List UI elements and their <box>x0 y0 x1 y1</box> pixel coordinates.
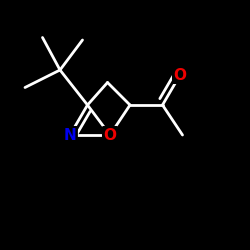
Text: O: O <box>174 68 186 82</box>
Text: N: N <box>64 128 76 142</box>
Text: O: O <box>104 128 117 142</box>
